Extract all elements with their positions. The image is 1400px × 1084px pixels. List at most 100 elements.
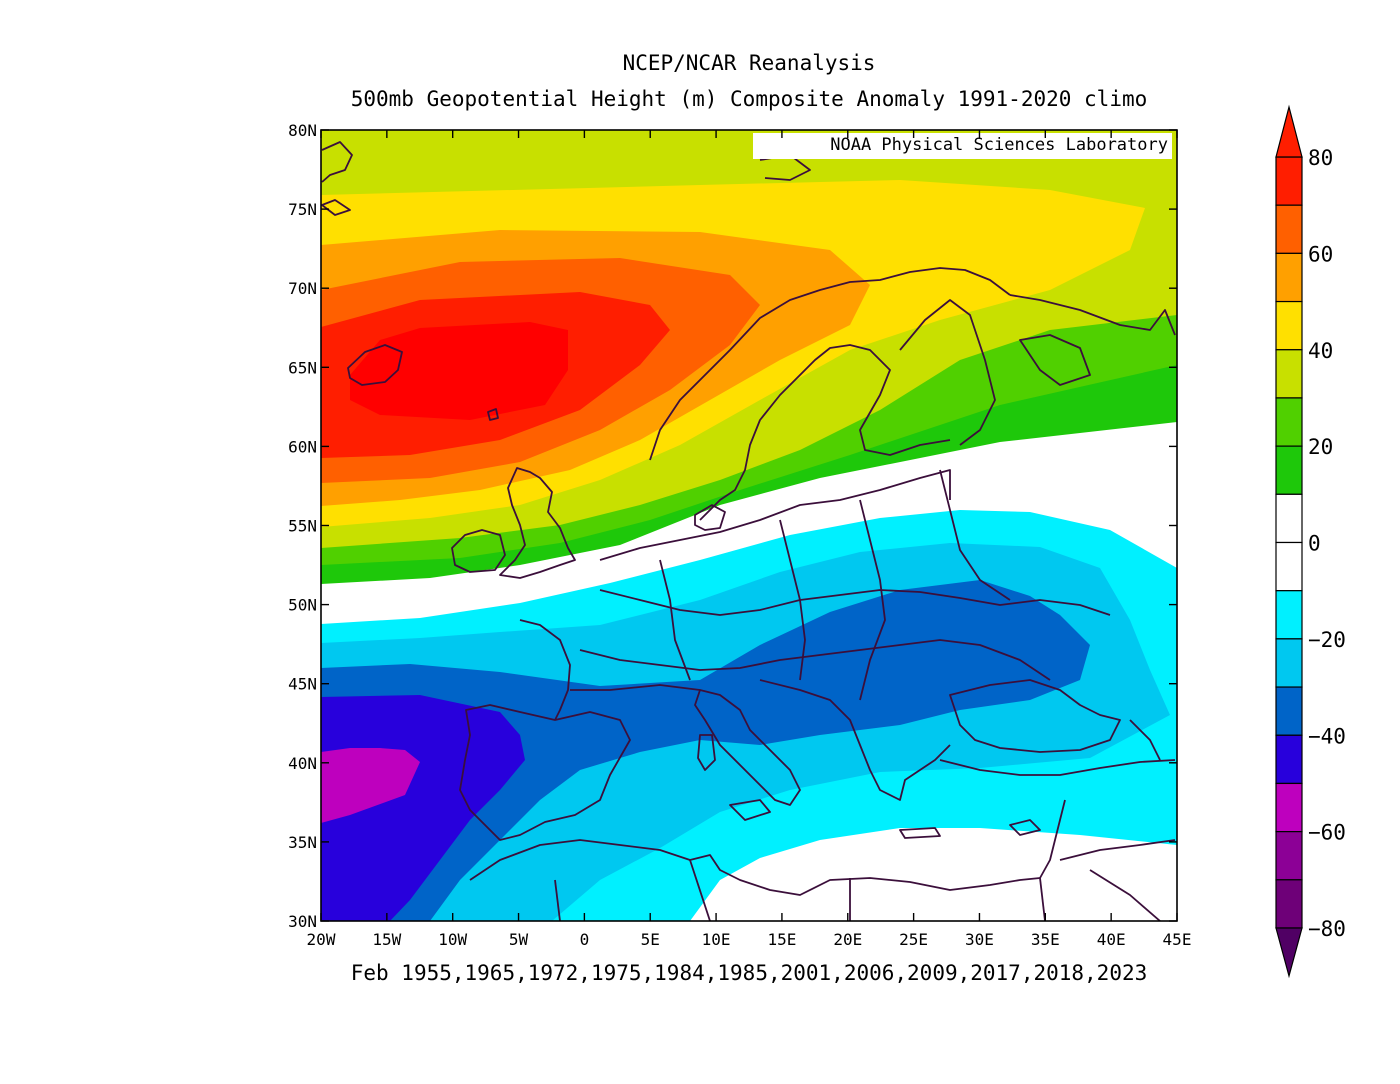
colorbar-label: 80 bbox=[1308, 146, 1333, 170]
svalbard-coast-2 bbox=[321, 199, 351, 216]
crete bbox=[899, 827, 941, 839]
lon-tick-label: 10W bbox=[438, 930, 467, 949]
lon-tick-label: 25E bbox=[899, 930, 928, 949]
colorbar-segment bbox=[1275, 638, 1303, 688]
lon-tick-label: 0 bbox=[580, 930, 590, 949]
lat-tick-label: 40N bbox=[288, 754, 317, 773]
svalbard-coast bbox=[321, 141, 353, 183]
lon-tick-label: 15E bbox=[767, 930, 796, 949]
africa-border-4 bbox=[1039, 877, 1046, 921]
denmark bbox=[694, 504, 726, 531]
colorbar-segment bbox=[1275, 397, 1303, 447]
france-west-coast bbox=[519, 619, 571, 721]
sicily bbox=[729, 799, 771, 821]
colorbar-segment bbox=[1275, 156, 1303, 206]
africa-border-1 bbox=[554, 879, 561, 921]
watermark-text: NOAA Physical Sciences Laboratory bbox=[830, 135, 1168, 155]
colorbar-label: 20 bbox=[1308, 435, 1333, 459]
colorbar-max-arrow bbox=[1275, 104, 1303, 158]
lat-tick-label: 65N bbox=[288, 358, 317, 377]
colorbar-segment bbox=[1275, 831, 1303, 881]
iberia bbox=[459, 704, 631, 841]
colorbar-label: −60 bbox=[1308, 821, 1346, 845]
colorbar-segment bbox=[1275, 204, 1303, 254]
middle-east-border-2 bbox=[1089, 869, 1161, 921]
turkey-south bbox=[939, 759, 1176, 776]
lat-tick-label: 35N bbox=[288, 833, 317, 852]
colorbar-label: −20 bbox=[1308, 628, 1346, 652]
colorbar-segment bbox=[1275, 734, 1303, 785]
balkans-greece bbox=[759, 679, 951, 801]
border-line-7 bbox=[570, 684, 701, 691]
colorbar-label: 0 bbox=[1308, 532, 1321, 556]
composite-years-label: Feb 1955,1965,1972,1975,1984,1985,2001,2… bbox=[351, 961, 1148, 985]
border-line-3 bbox=[779, 519, 806, 681]
caspian-area bbox=[1129, 719, 1161, 761]
lat-tick-label: 45N bbox=[288, 675, 317, 694]
watermark-box bbox=[753, 133, 1172, 159]
coastlines bbox=[321, 141, 1176, 921]
levant-coast bbox=[1039, 799, 1066, 879]
colorbar-segment bbox=[1275, 782, 1303, 833]
colorbar-segment bbox=[1275, 879, 1303, 929]
longitude-axis: 20W 15W 10W 5W 0 5E 10E 15E 20E 25E 30E 35E 40E 45E bbox=[307, 130, 1192, 949]
figure-title: NCEP/NCAR Reanalysis bbox=[623, 51, 876, 75]
lon-tick-label: 40E bbox=[1097, 930, 1126, 949]
lat-tick-label: 55N bbox=[288, 517, 317, 536]
africa-border-2 bbox=[689, 859, 711, 921]
colorbar-min-arrow bbox=[1275, 927, 1303, 979]
colorbar-label: 60 bbox=[1308, 242, 1333, 266]
finland-east bbox=[899, 299, 996, 446]
colorbar-segment bbox=[1275, 445, 1303, 495]
lat-tick-label: 30N bbox=[288, 912, 317, 931]
latitude-axis: 80N 75N 70N 65N 60N 55N 50N 45N 40N 35N 30N bbox=[288, 121, 1177, 931]
border-line-6 bbox=[659, 559, 691, 681]
band-neg-50 bbox=[321, 748, 420, 823]
lon-tick-label: 20W bbox=[307, 930, 336, 949]
lon-tick-label: 10E bbox=[702, 930, 731, 949]
italy bbox=[694, 689, 801, 806]
lon-tick-label: 15W bbox=[372, 930, 401, 949]
border-line-2 bbox=[579, 639, 1051, 681]
ireland bbox=[451, 529, 506, 573]
faroe-islands bbox=[487, 408, 499, 421]
lat-tick-label: 75N bbox=[288, 200, 317, 219]
lat-tick-label: 70N bbox=[288, 279, 317, 298]
lat-tick-label: 80N bbox=[288, 121, 317, 140]
colorbar-label: −80 bbox=[1308, 917, 1346, 941]
colorbar-segment bbox=[1275, 590, 1303, 640]
border-line-1 bbox=[599, 589, 1111, 616]
continental-north-coast bbox=[599, 469, 951, 561]
colorbar-segment bbox=[1275, 252, 1303, 303]
band-pos-80 bbox=[350, 322, 568, 420]
colorbar-segment bbox=[1275, 300, 1303, 351]
middle-east-border-1 bbox=[1059, 839, 1176, 861]
colorbar-segment bbox=[1275, 686, 1303, 736]
lon-tick-label: 35E bbox=[1031, 930, 1060, 949]
lon-tick-label: 5E bbox=[641, 930, 660, 949]
sweden-finland-coast bbox=[699, 344, 951, 521]
white-sea bbox=[1019, 334, 1091, 386]
lon-tick-label: 30E bbox=[965, 930, 994, 949]
band-neg-30 bbox=[321, 580, 1090, 921]
colorbar-segment bbox=[1275, 541, 1303, 592]
figure-subtitle: 500mb Geopotential Height (m) Composite … bbox=[351, 87, 1148, 111]
north-africa-coast bbox=[469, 839, 1041, 896]
border-line-4 bbox=[859, 499, 886, 701]
lon-tick-label: 45E bbox=[1163, 930, 1192, 949]
colorbar-label: 40 bbox=[1308, 339, 1333, 363]
sardinia bbox=[697, 734, 716, 771]
colorbar-label: −40 bbox=[1308, 724, 1346, 748]
lat-tick-label: 50N bbox=[288, 596, 317, 615]
colorbar: 80 60 40 20 0 −20 −40 −60 −80 bbox=[1275, 104, 1346, 979]
iceland-outline bbox=[347, 344, 403, 386]
lon-tick-label: 20E bbox=[833, 930, 862, 949]
lon-tick-label: 5W bbox=[509, 930, 529, 949]
colorbar-segment bbox=[1275, 349, 1303, 399]
black-sea bbox=[949, 679, 1121, 753]
great-britain bbox=[499, 467, 576, 579]
norway-sweden-coast bbox=[649, 267, 1011, 461]
colorbar-segment bbox=[1275, 493, 1303, 544]
border-line-5 bbox=[939, 469, 1011, 601]
